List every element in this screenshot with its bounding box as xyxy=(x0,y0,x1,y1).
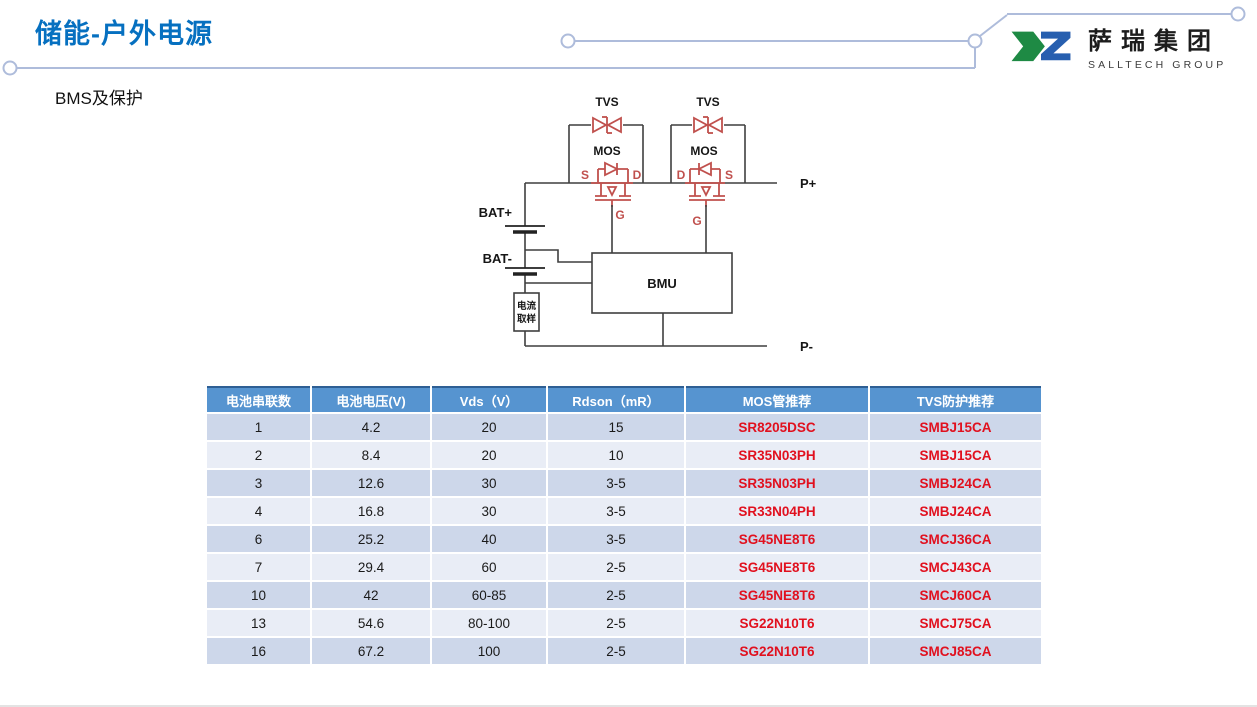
cell-vds: 100 xyxy=(432,638,546,664)
cell-vds: 60 xyxy=(432,554,546,580)
table-row: 7 29.4 60 2-5 SG45NE8T6 SMCJ43CA xyxy=(207,554,1041,580)
cell-rdson: 2-5 xyxy=(548,610,684,636)
cell-battery-voltage: 29.4 xyxy=(312,554,430,580)
cell-series-count: 3 xyxy=(207,470,310,496)
page-title: 储能-户外电源 xyxy=(35,19,213,49)
cell-rdson: 2-5 xyxy=(548,582,684,608)
cell-vds: 40 xyxy=(432,526,546,552)
cell-battery-voltage: 12.6 xyxy=(312,470,430,496)
current-sampling-label-line2: 取样 xyxy=(517,313,537,325)
company-logo: 萨瑞集团 SALLTECH GROUP xyxy=(1010,27,1245,82)
cell-vds: 60-85 xyxy=(432,582,546,608)
cell-mos-part: SR33N04PH xyxy=(686,498,868,524)
header-cell-mos-recommendation: MOS管推荐 xyxy=(686,386,868,412)
table-row: 16 67.2 100 2-5 SG22N10T6 SMCJ85CA xyxy=(207,638,1041,664)
table-row: 3 12.6 30 3-5 SR35N03PH SMBJ24CA xyxy=(207,470,1041,496)
table-header-row: 电池串联数 电池电压(V) Vds（V） Rdson（mR） MOS管推荐 TV… xyxy=(207,386,1041,412)
cell-mos-part: SG45NE8T6 xyxy=(686,526,868,552)
decorative-connector-lines xyxy=(2,6,1246,76)
cell-series-count: 10 xyxy=(207,582,310,608)
cell-battery-voltage: 16.8 xyxy=(312,498,430,524)
cell-battery-voltage: 42 xyxy=(312,582,430,608)
cell-tvs-part: SMBJ15CA xyxy=(870,442,1041,468)
cell-vds: 30 xyxy=(432,498,546,524)
mos2-source-label: S xyxy=(725,168,733,182)
table-row: 10 42 60-85 2-5 SG45NE8T6 SMCJ60CA xyxy=(207,582,1041,608)
mos-label-2: MOS xyxy=(690,144,717,158)
cell-series-count: 7 xyxy=(207,554,310,580)
cell-series-count: 16 xyxy=(207,638,310,664)
cell-tvs-part: SMCJ43CA xyxy=(870,554,1041,580)
logo-company-subname: SALLTECH GROUP xyxy=(1088,59,1227,71)
cell-battery-voltage: 54.6 xyxy=(312,610,430,636)
cell-mos-part: SG45NE8T6 xyxy=(686,582,868,608)
cell-series-count: 1 xyxy=(207,414,310,440)
cell-vds: 20 xyxy=(432,414,546,440)
cell-series-count: 6 xyxy=(207,526,310,552)
cell-tvs-part: SMCJ60CA xyxy=(870,582,1041,608)
mos1-source-label: S xyxy=(581,168,589,182)
cell-battery-voltage: 67.2 xyxy=(312,638,430,664)
bms-circuit-diagram: TVS TVS MOS MOS S D G D S G BAT+ BAT- BM… xyxy=(479,95,817,354)
cell-rdson: 15 xyxy=(548,414,684,440)
current-sampling-label-line1: 电流 xyxy=(517,300,537,312)
cell-mos-part: SR35N03PH xyxy=(686,442,868,468)
cell-rdson: 3-5 xyxy=(548,470,684,496)
bat-plus-label: BAT+ xyxy=(479,205,513,220)
header-cell-rdson: Rdson（mR） xyxy=(548,386,684,412)
tvs-label-2: TVS xyxy=(696,95,719,109)
bmu-label: BMU xyxy=(647,276,677,291)
cell-series-count: 13 xyxy=(207,610,310,636)
bms-table-body: 1 4.2 20 15 SR8205DSC SMBJ15CA 2 8.4 20 … xyxy=(207,414,1041,664)
mos-label-1: MOS xyxy=(593,144,620,158)
cell-rdson: 3-5 xyxy=(548,526,684,552)
cell-tvs-part: SMBJ24CA xyxy=(870,470,1041,496)
cell-tvs-part: SMCJ36CA xyxy=(870,526,1041,552)
table-row: 2 8.4 20 10 SR35N03PH SMBJ15CA xyxy=(207,442,1041,468)
p-minus-label: P- xyxy=(800,339,813,354)
table-row: 1 4.2 20 15 SR8205DSC SMBJ15CA xyxy=(207,414,1041,440)
cell-mos-part: SG22N10T6 xyxy=(686,610,868,636)
cell-tvs-part: SMBJ15CA xyxy=(870,414,1041,440)
header-cell-series-count: 电池串联数 xyxy=(207,386,310,412)
header-cell-vds: Vds（V） xyxy=(432,386,546,412)
tvs-label-1: TVS xyxy=(595,95,618,109)
cell-battery-voltage: 25.2 xyxy=(312,526,430,552)
header-cell-tvs-recommendation: TVS防护推荐 xyxy=(870,386,1041,412)
bat-minus-label: BAT- xyxy=(483,251,512,266)
cell-rdson: 2-5 xyxy=(548,638,684,664)
cell-rdson: 2-5 xyxy=(548,554,684,580)
cell-mos-part: SG45NE8T6 xyxy=(686,554,868,580)
table-row: 13 54.6 80-100 2-5 SG22N10T6 SMCJ75CA xyxy=(207,610,1041,636)
mos2-drain-label: D xyxy=(677,168,686,182)
cell-series-count: 4 xyxy=(207,498,310,524)
cell-vds: 80-100 xyxy=(432,610,546,636)
mos2-gate-label: G xyxy=(692,214,701,228)
cell-rdson: 3-5 xyxy=(548,498,684,524)
cell-battery-voltage: 4.2 xyxy=(312,414,430,440)
cell-series-count: 2 xyxy=(207,442,310,468)
cell-mos-part: SR8205DSC xyxy=(686,414,868,440)
p-plus-label: P+ xyxy=(800,176,817,191)
logo-company-name: 萨瑞集团 xyxy=(1088,28,1220,55)
mos1-gate-label: G xyxy=(615,208,624,222)
section-subtitle: BMS及保护 xyxy=(55,89,143,108)
logo-mark-icon xyxy=(1011,31,1071,62)
header-cell-battery-voltage: 电池电压(V) xyxy=(312,386,430,412)
mos1-drain-label: D xyxy=(633,168,642,182)
cell-tvs-part: SMCJ75CA xyxy=(870,610,1041,636)
cell-vds: 20 xyxy=(432,442,546,468)
cell-tvs-part: SMCJ85CA xyxy=(870,638,1041,664)
table-row: 6 25.2 40 3-5 SG45NE8T6 SMCJ36CA xyxy=(207,526,1041,552)
cell-battery-voltage: 8.4 xyxy=(312,442,430,468)
cell-rdson: 10 xyxy=(548,442,684,468)
cell-tvs-part: SMBJ24CA xyxy=(870,498,1041,524)
bms-recommendation-table: 电池串联数 电池电压(V) Vds（V） Rdson（mR） MOS管推荐 TV… xyxy=(207,386,1041,666)
cell-vds: 30 xyxy=(432,470,546,496)
cell-mos-part: SR35N03PH xyxy=(686,470,868,496)
cell-mos-part: SG22N10T6 xyxy=(686,638,868,664)
table-row: 4 16.8 30 3-5 SR33N04PH SMBJ24CA xyxy=(207,498,1041,524)
